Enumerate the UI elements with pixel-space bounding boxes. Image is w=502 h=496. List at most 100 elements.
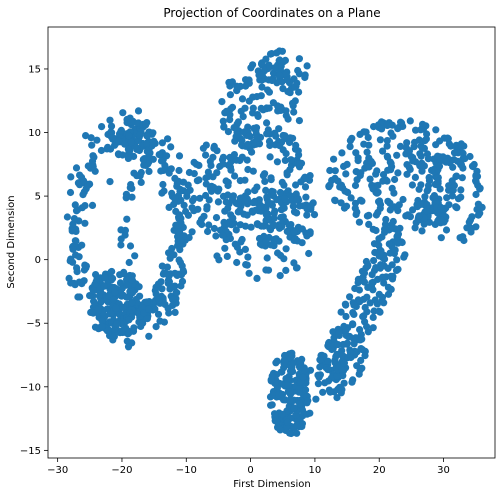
data-point — [301, 183, 310, 191]
data-point — [373, 189, 381, 197]
data-point — [250, 124, 258, 132]
data-point — [331, 196, 339, 204]
data-point — [296, 364, 304, 372]
data-point — [396, 224, 404, 232]
data-point — [457, 140, 465, 148]
data-point — [298, 406, 307, 414]
data-point — [160, 318, 168, 326]
data-point — [81, 219, 89, 227]
data-point — [423, 187, 431, 195]
data-point — [178, 277, 187, 285]
data-point — [355, 218, 363, 226]
data-point — [375, 307, 383, 315]
data-point — [224, 191, 232, 199]
data-point — [295, 88, 303, 96]
data-point — [383, 142, 391, 150]
data-point — [326, 181, 334, 189]
data-point — [372, 226, 380, 235]
data-point — [224, 128, 232, 136]
data-point — [358, 346, 366, 354]
data-point — [168, 244, 176, 253]
data-point — [335, 329, 343, 337]
data-point — [420, 162, 428, 170]
data-point — [299, 373, 307, 381]
data-point — [265, 88, 273, 96]
x-tick-label: −10 — [176, 465, 197, 476]
data-point — [276, 188, 284, 197]
x-tick-label: 10 — [309, 465, 322, 476]
data-point — [131, 252, 139, 260]
data-point — [210, 183, 218, 192]
data-point — [212, 214, 221, 222]
data-point — [260, 222, 268, 230]
data-point — [233, 258, 241, 267]
data-point — [119, 291, 127, 299]
data-point — [243, 211, 251, 219]
data-point — [282, 266, 290, 274]
data-point — [279, 58, 288, 66]
data-point — [381, 255, 389, 263]
data-point — [162, 270, 170, 278]
data-point — [282, 150, 290, 158]
data-point — [239, 113, 247, 121]
data-point — [228, 103, 237, 111]
data-point — [370, 257, 378, 265]
data-point — [196, 194, 204, 202]
data-point — [247, 223, 255, 231]
data-point — [286, 396, 294, 404]
data-point — [174, 270, 182, 278]
data-point — [296, 202, 304, 210]
data-point — [360, 128, 368, 136]
data-point — [341, 187, 349, 195]
data-point — [119, 303, 127, 311]
data-point — [411, 173, 419, 181]
data-point — [231, 172, 239, 180]
data-point — [221, 244, 229, 252]
data-point — [312, 395, 320, 403]
data-point — [265, 199, 273, 207]
data-point — [436, 137, 444, 145]
data-point — [372, 264, 380, 272]
data-point — [111, 288, 119, 297]
data-point — [394, 239, 402, 247]
data-point — [270, 236, 278, 244]
data-point — [65, 274, 73, 282]
data-point — [458, 174, 466, 182]
data-point — [165, 278, 173, 286]
data-point — [331, 356, 339, 364]
data-point — [353, 208, 361, 216]
data-point — [251, 186, 259, 195]
data-point — [289, 202, 297, 210]
data-point — [437, 216, 445, 224]
data-point — [263, 119, 271, 127]
data-point — [283, 227, 291, 235]
data-point — [298, 225, 306, 233]
data-point — [370, 240, 379, 248]
data-point — [135, 283, 143, 291]
data-point — [283, 76, 291, 84]
data-point — [139, 156, 147, 164]
data-point — [230, 124, 238, 132]
data-point — [424, 155, 432, 163]
data-point — [472, 171, 480, 179]
data-point — [230, 151, 238, 159]
data-point — [389, 132, 397, 140]
data-point — [255, 234, 264, 243]
axes-frame — [47, 26, 496, 459]
data-point — [167, 143, 175, 151]
data-point — [366, 175, 374, 183]
data-point — [84, 162, 92, 170]
data-point — [253, 93, 261, 101]
data-point — [106, 116, 114, 124]
data-point — [262, 186, 270, 194]
data-point — [78, 241, 86, 249]
data-point — [128, 276, 136, 284]
data-point — [303, 232, 311, 240]
data-point — [394, 169, 402, 177]
data-point — [310, 211, 319, 219]
data-point — [175, 152, 184, 160]
data-point — [226, 91, 234, 99]
data-point — [386, 225, 394, 233]
data-point — [421, 193, 429, 201]
data-point — [333, 372, 341, 380]
